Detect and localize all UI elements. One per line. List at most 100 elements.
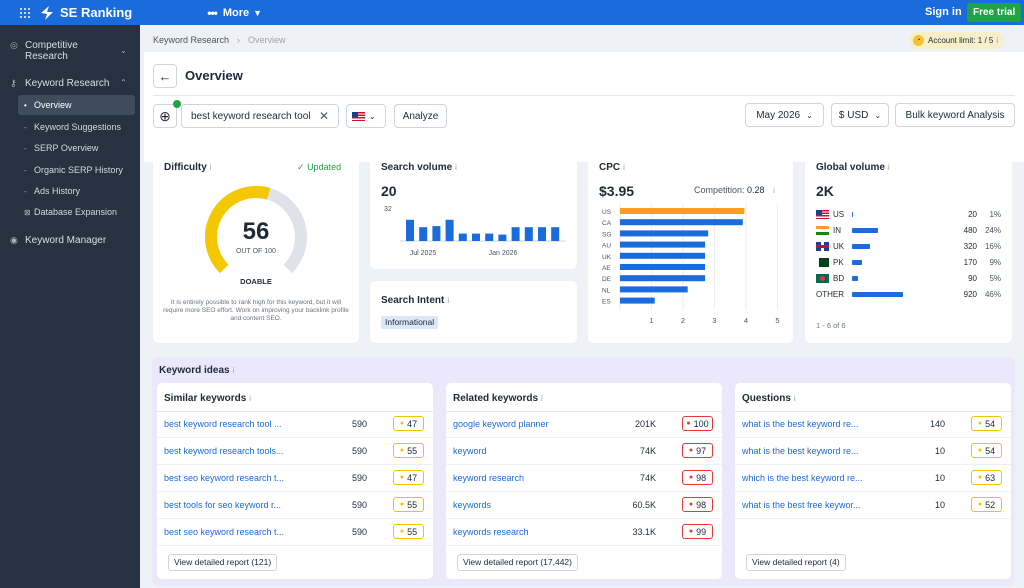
brand-name: SE Ranking <box>60 5 133 20</box>
keyword-link[interactable]: keywords <box>453 500 492 510</box>
global-volume-row[interactable]: US 20 1% <box>816 207 1001 221</box>
chevron-up-icon[interactable]: ⌃ <box>120 78 127 87</box>
sidebar-subitem-overview[interactable]: • Overview <box>18 95 135 115</box>
info-icon[interactable]: i <box>623 163 625 172</box>
table-row: best seo keyword research t... 590 ● 47 <box>157 465 433 492</box>
sidebar-item-competitive-research[interactable]: ◎ Competitive Research <box>10 40 105 62</box>
back-button[interactable]: ← <box>153 64 177 88</box>
global-volume-row[interactable]: PK 170 9% <box>816 255 1001 269</box>
chevron-down-icon[interactable]: ⌄ <box>120 46 127 55</box>
keyword-volume: 74K <box>639 446 656 456</box>
dot-icon: ● <box>977 420 983 427</box>
keyword-link[interactable]: best tools for seo keyword r... <box>164 500 282 510</box>
info-icon[interactable]: i <box>455 163 457 172</box>
table-row: best tools for seo keyword r... 590 ● 55 <box>157 492 433 519</box>
info-icon[interactable]: i <box>249 394 252 403</box>
info-icon[interactable]: i <box>541 394 543 403</box>
cpc-bar[interactable] <box>620 286 688 293</box>
bulk-keyword-analysis-button[interactable]: Bulk keyword Analysis <box>895 103 1015 127</box>
view-detailed-report-button[interactable]: View detailed report (121) <box>168 554 278 571</box>
share-bar <box>852 243 870 249</box>
search-volume-bar[interactable] <box>511 227 520 241</box>
keyword-link[interactable]: google keyword planner <box>453 419 549 429</box>
info-icon[interactable]: i <box>209 163 212 172</box>
difficulty-badge: ● 47 <box>393 470 424 485</box>
info-icon[interactable]: i <box>447 296 450 305</box>
cpc-bar[interactable] <box>620 208 745 214</box>
info-icon[interactable]: i <box>232 366 235 375</box>
search-volume-bar[interactable] <box>551 227 560 241</box>
account-limit-badge[interactable]: ◔ Account limit: 1 / 5 i <box>909 32 1005 49</box>
search-input-value[interactable]: best keyword research tool <box>191 110 311 122</box>
search-volume-bar[interactable] <box>432 226 441 241</box>
global-volume-row[interactable]: IN 480 24% <box>816 223 1001 237</box>
keyword-search-input[interactable]: best keyword research tool ✕ <box>181 104 339 128</box>
breadcrumb-parent[interactable]: Keyword Research <box>153 35 230 45</box>
global-volume-row[interactable]: OTHER 920 46% <box>816 287 1001 301</box>
cpc-tick-label: 1 <box>649 316 653 325</box>
keyword-link[interactable]: keyword research <box>453 473 525 483</box>
currency-select[interactable]: $ USD ⌄ <box>831 103 889 127</box>
free-trial-button[interactable]: Free trial <box>967 3 1022 22</box>
search-volume-bar[interactable] <box>498 234 507 241</box>
add-keyword-button[interactable]: ⊕ <box>153 100 181 128</box>
country-code: IN <box>833 225 841 235</box>
brand-logo[interactable]: SE Ranking <box>39 5 132 21</box>
global-volume-row[interactable]: BD 90 5% <box>816 271 1001 285</box>
search-volume-bar[interactable] <box>485 233 494 241</box>
difficulty-score: 52 <box>985 499 996 510</box>
search-volume-bar[interactable] <box>406 219 414 242</box>
search-volume-bar[interactable] <box>472 233 480 241</box>
keyword-link[interactable]: best keyword research tools... <box>164 446 284 456</box>
cpc-bar[interactable] <box>620 252 706 259</box>
keyword-link[interactable]: what is the best free keywor... <box>742 500 861 510</box>
view-detailed-report-button[interactable]: View detailed report (4) <box>746 554 846 571</box>
cpc-bar[interactable] <box>620 264 706 270</box>
date-select[interactable]: May 2026 ⌄ <box>745 103 824 127</box>
sidebar-item-keyword-manager[interactable]: ◉ Keyword Manager <box>10 235 106 246</box>
difficulty-score: 47 <box>407 418 418 429</box>
sidebar-item-keyword-research[interactable]: ⚷ Keyword Research <box>10 78 109 89</box>
search-volume-bar[interactable] <box>524 227 533 241</box>
more-menu[interactable]: ••• More ▼ <box>207 6 262 20</box>
sidebar-subitem-database-expansion[interactable]: ⊠ Database Expansion <box>18 202 135 222</box>
info-icon[interactable]: i <box>887 163 890 172</box>
sidebar-subitem-serp-overview[interactable]: - SERP Overview <box>18 138 135 158</box>
header-panel: ← Overview ⊕ best keyword research tool … <box>144 52 1024 162</box>
keyword-link[interactable]: what is the best keyword re... <box>742 419 859 429</box>
keyword-link[interactable]: best keyword research tool ... <box>164 419 282 429</box>
cpc-bar[interactable] <box>620 275 706 282</box>
info-icon[interactable]: i <box>773 186 775 195</box>
keyword-link[interactable]: best seo keyword research t... <box>164 473 285 483</box>
cpc-bar[interactable] <box>620 219 743 226</box>
keyword-link[interactable]: keywords research <box>453 527 529 537</box>
search-volume-bar[interactable] <box>445 219 454 242</box>
cpc-bar[interactable] <box>620 230 709 237</box>
country-select[interactable]: ⌄ <box>346 104 386 128</box>
sidebar-subitem-keyword-suggestions[interactable]: - Keyword Suggestions <box>18 117 135 137</box>
search-volume-bar[interactable] <box>538 227 546 241</box>
dot-icon: ● <box>688 474 694 481</box>
keyword-link[interactable]: keyword <box>453 446 487 456</box>
sign-in-link[interactable]: Sign in <box>925 6 962 18</box>
sidebar-subitem-organic-serp-history[interactable]: - Organic SERP History <box>18 160 135 180</box>
cpc-bar[interactable] <box>620 297 655 304</box>
info-icon: i <box>996 36 999 45</box>
country-volume: 90 <box>968 273 977 283</box>
keyword-link[interactable]: what is the best keyword re... <box>742 446 859 456</box>
global-volume-row[interactable]: UK 320 16% <box>816 239 1001 253</box>
info-icon[interactable]: i <box>793 394 796 403</box>
apps-grid-icon[interactable] <box>20 7 30 18</box>
keyword-link[interactable]: which is the best keyword re... <box>742 473 863 483</box>
view-detailed-report-button[interactable]: View detailed report (17,442) <box>457 554 578 571</box>
clear-icon[interactable]: ✕ <box>319 109 330 123</box>
sidebar-subitem-ads-history[interactable]: - Ads History <box>18 181 135 201</box>
keyword-link[interactable]: best seo keyword research t... <box>164 527 285 537</box>
difficulty-card: Difficulty i ✓ Updated 56 OUT OF 100 DOAB… <box>153 149 359 343</box>
analyze-button[interactable]: Analyze <box>394 104 447 128</box>
country-share: 24% <box>984 225 1001 235</box>
search-volume-bar[interactable] <box>419 227 428 241</box>
cpc-bar[interactable] <box>620 241 706 248</box>
difficulty-gauge: 56 OUT OF 100 DOABLE <box>205 186 307 286</box>
search-volume-bar[interactable] <box>458 233 467 241</box>
